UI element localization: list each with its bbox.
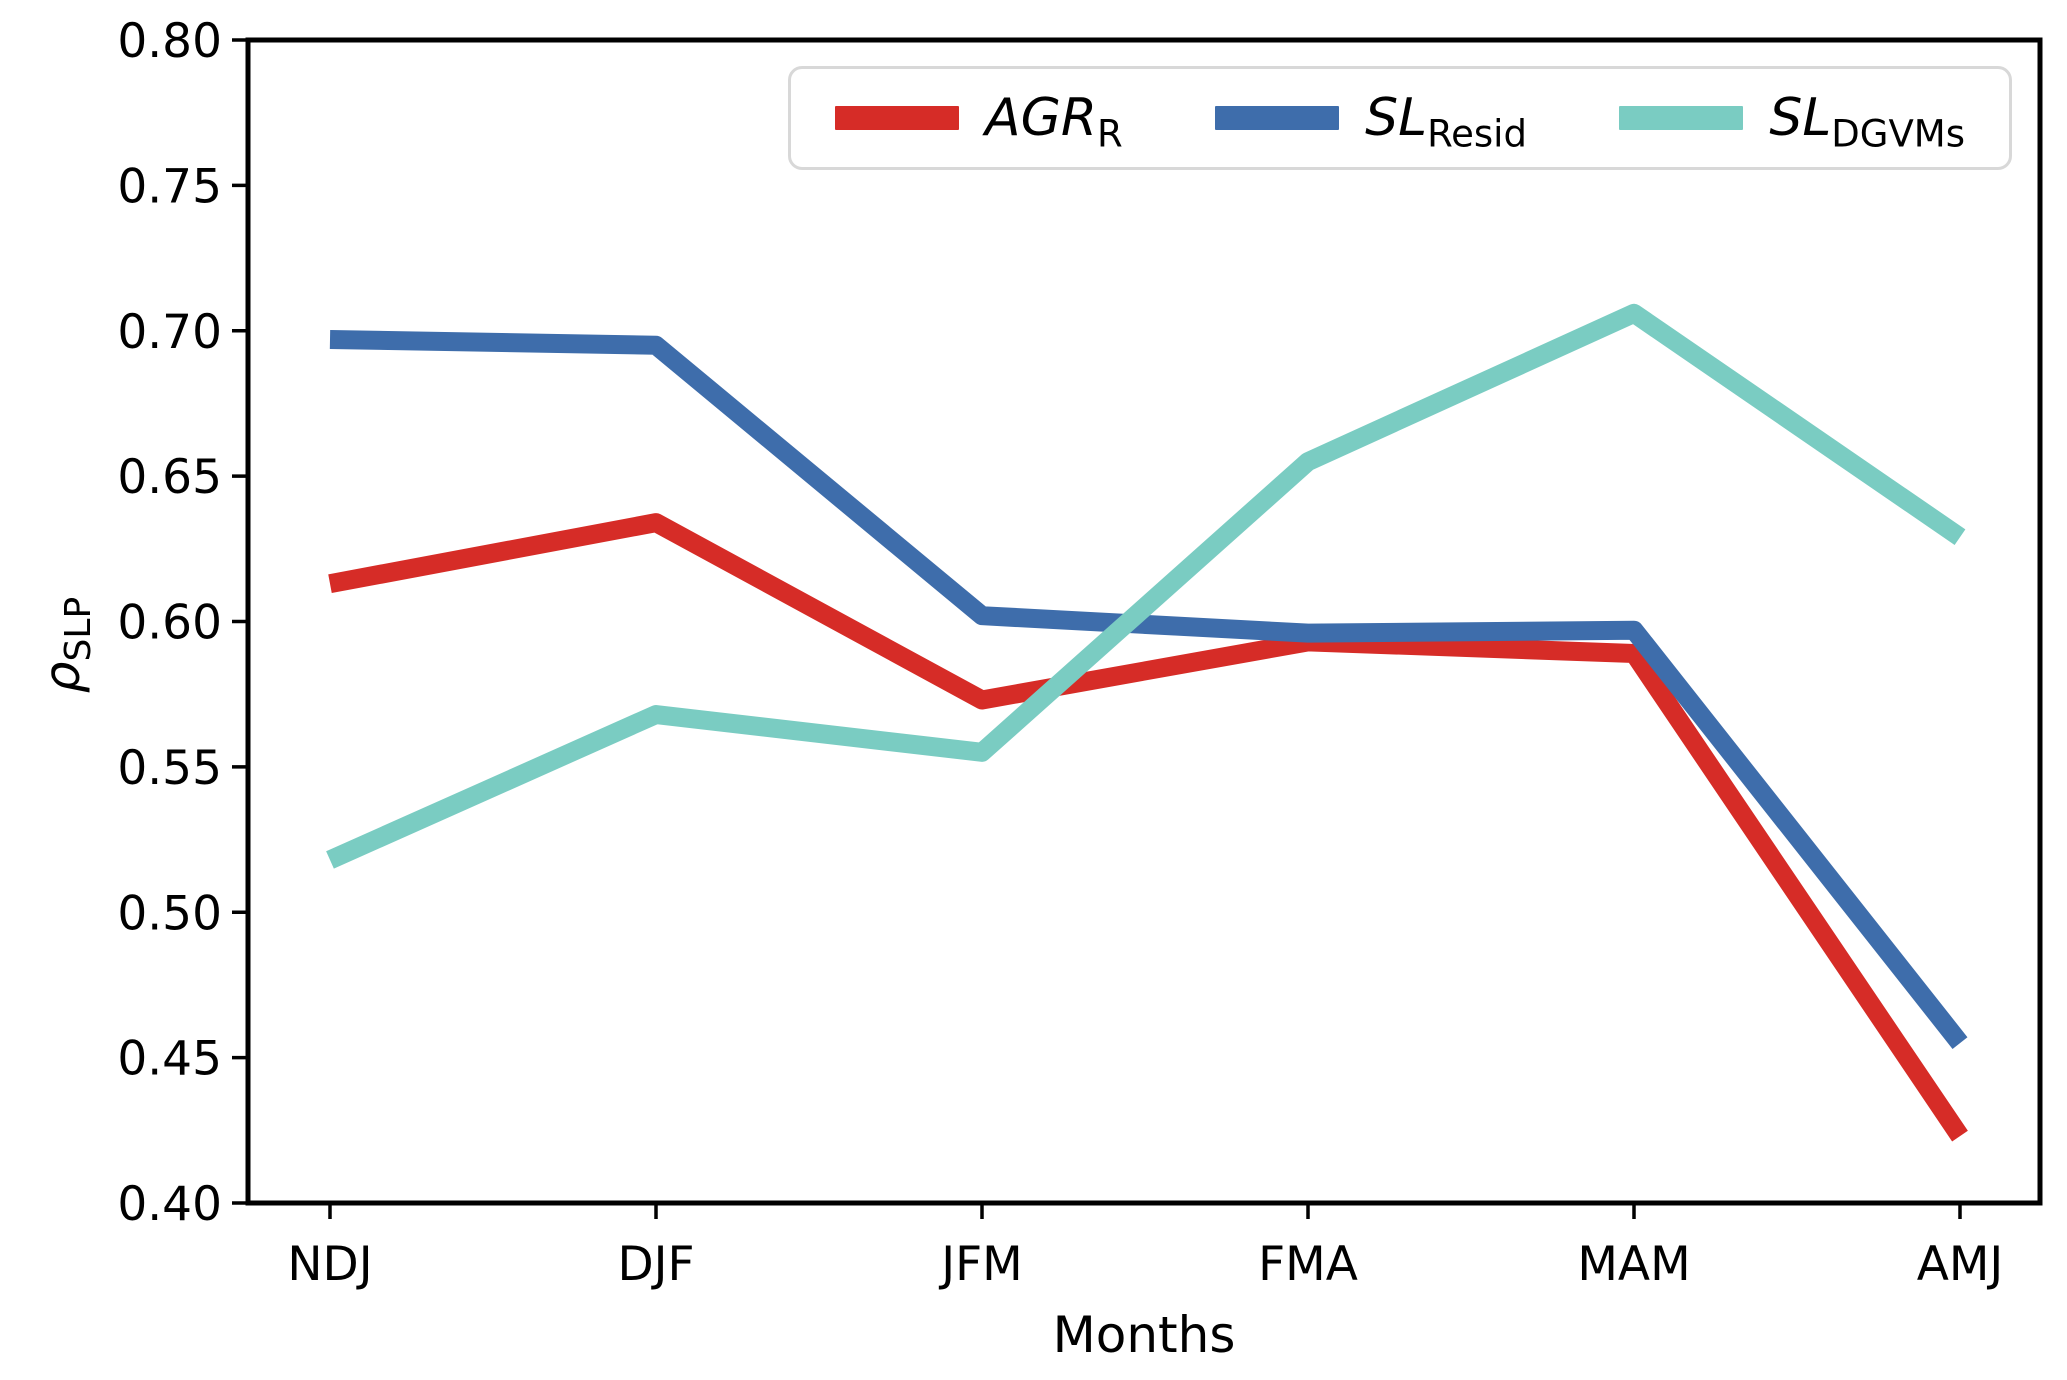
y-axis-label-sub: SLP — [58, 596, 99, 662]
legend-label-main: SL — [1365, 88, 1428, 148]
legend-entry: AGRR — [835, 88, 1123, 152]
y-axis-label-main: ρ — [33, 661, 91, 694]
y-tick-label: 0.70 — [117, 305, 222, 360]
legend-swatch — [835, 106, 959, 130]
legend-label: AGRR — [985, 88, 1123, 152]
plot-border — [245, 37, 2043, 1206]
series-line-AGR-R — [328, 513, 1968, 1142]
legend-label-sub: R — [1097, 112, 1123, 156]
legend-label: SLDGVMs — [1769, 88, 1965, 152]
x-tick-label: DJF — [617, 1237, 694, 1292]
legend-swatch — [1619, 106, 1744, 130]
y-tick-label: 0.60 — [117, 596, 222, 651]
y-tick-label: 0.80 — [117, 14, 222, 69]
y-tick-label: 0.55 — [117, 741, 222, 796]
legend-label-sub: Resid — [1427, 112, 1527, 156]
x-tick-label: JFM — [938, 1237, 1022, 1292]
legend-label-main: AGR — [985, 88, 1097, 148]
x-tick-label: FMA — [1258, 1237, 1358, 1292]
legend-label-main: SL — [1769, 88, 1832, 148]
x-tick-label: AMJ — [1917, 1237, 2004, 1292]
y-axis-label: ρSLP — [33, 597, 99, 694]
legend-label-sub: DGVMs — [1831, 112, 1965, 156]
legend-entry: SLDGVMs — [1619, 88, 1965, 152]
x-tick-label: MAM — [1577, 1237, 1690, 1292]
y-tick-label: 0.50 — [117, 886, 222, 941]
x-tick-label: NDJ — [287, 1237, 372, 1292]
legend-entry: SLResid — [1215, 88, 1527, 152]
series-line-SL-DGVMs — [326, 303, 1966, 869]
x-axis-label: Months — [1052, 1306, 1236, 1364]
y-tick-label: 0.65 — [117, 450, 222, 505]
legend: AGRR SLResid SLDGVMs — [788, 66, 2012, 170]
y-tick-label: 0.45 — [117, 1032, 222, 1087]
x-axis-ticks: NDJ DJF JFM FMA MAM AMJ — [287, 1203, 2003, 1292]
series-line-SL-Resid — [329, 329, 1968, 1049]
legend-label: SLResid — [1365, 88, 1527, 152]
y-axis-ticks: 0.40 0.45 0.50 0.55 0.60 0.65 0.70 0.75 0.80 — [117, 14, 248, 1232]
legend-swatch — [1215, 106, 1340, 130]
y-tick-label: 0.75 — [117, 159, 222, 214]
y-tick-label: 0.40 — [117, 1177, 222, 1232]
